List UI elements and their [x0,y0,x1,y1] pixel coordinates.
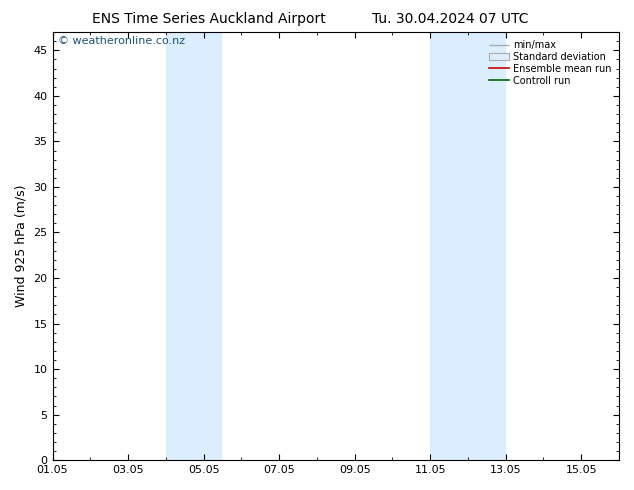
Text: Tu. 30.04.2024 07 UTC: Tu. 30.04.2024 07 UTC [372,12,528,26]
Legend: min/max, Standard deviation, Ensemble mean run, Controll run: min/max, Standard deviation, Ensemble me… [486,37,614,89]
Text: © weatheronline.co.nz: © weatheronline.co.nz [58,36,185,47]
Bar [166,32,223,460]
Text: ENS Time Series Auckland Airport: ENS Time Series Auckland Airport [93,12,326,26]
Y-axis label: Wind 925 hPa (m/s): Wind 925 hPa (m/s) [15,185,28,307]
Bar [430,32,506,460]
